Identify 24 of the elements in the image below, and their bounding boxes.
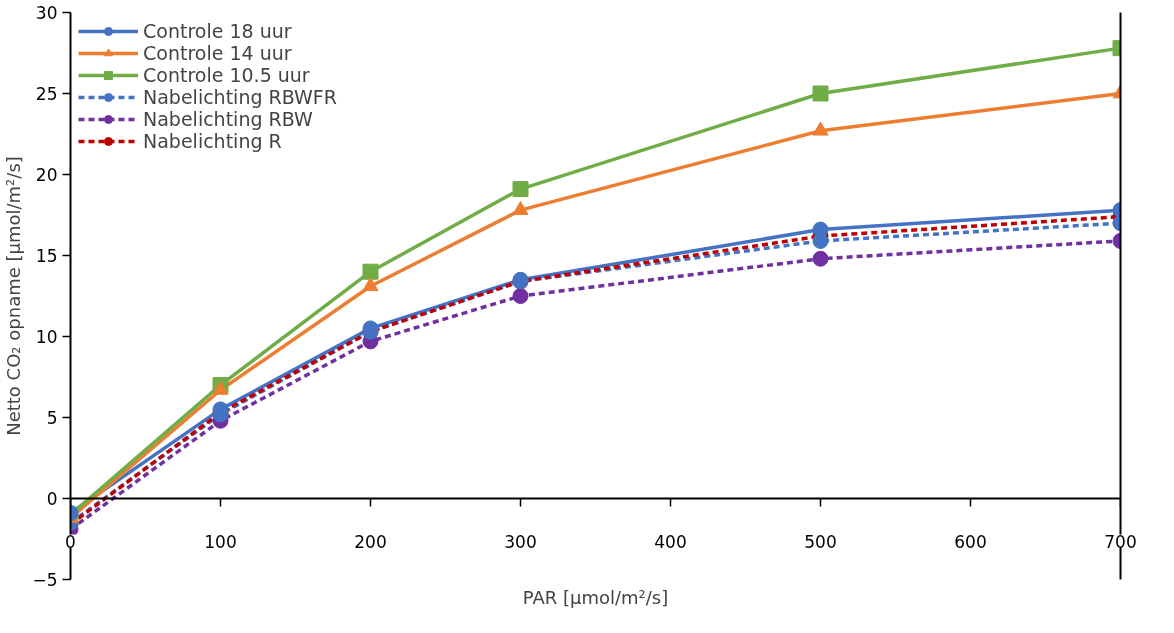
y-tick-label: 0 <box>46 489 58 509</box>
x-tick-label: 500 <box>804 531 837 552</box>
y-tick-label: 20 <box>35 165 58 185</box>
x-tick-label: 200 <box>354 531 387 552</box>
y-tick-label: 25 <box>35 84 58 104</box>
legend-label: Controle 14 uur <box>143 42 292 64</box>
x-tick-label: 0 <box>65 531 76 552</box>
legend-label: Nabelichting R <box>143 130 282 152</box>
y-tick-label: 5 <box>46 408 58 428</box>
legend-label: Controle 18 uur <box>143 20 292 42</box>
legend-label: Nabelichting RBW <box>143 108 313 130</box>
x-axis-title: PAR [µmol/m²/s] <box>522 586 669 608</box>
x-tick-label: 100 <box>204 531 237 552</box>
y-tick-label: 15 <box>35 246 58 266</box>
x-tick-label: 600 <box>954 531 987 552</box>
y-tick-label: −5 <box>32 570 58 590</box>
x-tick-label: 700 <box>1104 531 1137 552</box>
x-tick-label: 400 <box>654 531 687 552</box>
legend-label: Controle 10.5 uur <box>143 64 310 86</box>
legend-label: Nabelichting RBWFR <box>143 86 337 108</box>
y-tick-label: 30 <box>35 3 58 23</box>
x-tick-label: 300 <box>504 531 537 552</box>
y-axis-title: Netto CO₂ opname [µmol/m²/s] <box>3 156 25 436</box>
y-tick-label: 10 <box>35 327 58 347</box>
